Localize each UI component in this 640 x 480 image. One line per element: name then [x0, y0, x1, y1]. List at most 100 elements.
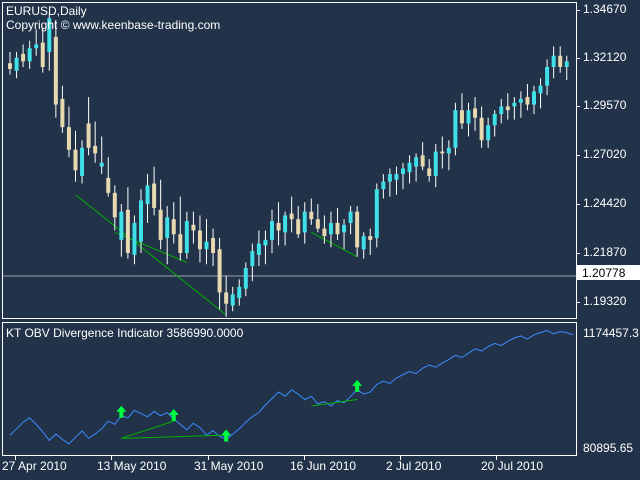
candle-body [381, 181, 386, 190]
buy-arrow-icon [352, 379, 363, 392]
candle-body [197, 230, 202, 250]
candle-body [191, 224, 196, 231]
candle-body [427, 168, 432, 176]
candle-body [440, 151, 445, 154]
symbol-label: EURUSD,Daily [6, 4, 87, 18]
price-panel-frame [2, 2, 577, 319]
price-tick-label: 1.19320 [583, 294, 627, 308]
candle-body [315, 219, 320, 229]
candle-body [361, 236, 366, 250]
date-tick-label: 2 Jul 2010 [386, 459, 442, 473]
price-chart[interactable] [3, 12, 576, 317]
candle-body [47, 18, 52, 52]
candle-body [374, 189, 379, 238]
candle-body [14, 57, 19, 71]
candle-body [27, 48, 32, 62]
candle-body [322, 228, 327, 237]
price-tick-label: 1.24420 [583, 196, 627, 210]
price-divergence-line [75, 194, 227, 316]
obv-line [9, 329, 574, 445]
candle-body [93, 145, 98, 154]
candle-body [60, 98, 65, 128]
candle-body [152, 183, 157, 208]
current-price-value: 1.20778 [582, 266, 626, 280]
price-divergence-line [114, 231, 188, 263]
candle-body [80, 147, 85, 176]
candle-body [34, 44, 39, 49]
candle-body [407, 162, 412, 173]
candle-body [243, 268, 248, 289]
obv-divergence-line [121, 434, 227, 439]
candle-body [211, 237, 216, 253]
candle-body [217, 249, 222, 293]
candle-body [492, 113, 497, 126]
candle-body [132, 222, 137, 255]
price-tick-label: 1.29570 [583, 98, 627, 112]
candle-body [178, 234, 183, 253]
candle-body [342, 224, 347, 233]
candle-body [525, 97, 530, 105]
candle-body [368, 236, 373, 240]
candle-body [394, 174, 399, 180]
candle-body [551, 55, 556, 67]
candle-body [139, 200, 143, 242]
candle-body [145, 185, 150, 205]
candle-body [99, 162, 104, 167]
candle-body [40, 42, 45, 67]
candle-body [237, 286, 242, 299]
candle-body [230, 294, 235, 306]
date-tick-label: 27 Apr 2010 [2, 459, 67, 473]
date-tick-label: 31 May 2010 [194, 459, 264, 473]
candle-body [86, 123, 91, 148]
price-tick-label: 1.34670 [583, 2, 627, 16]
price-tick-label: 1.21870 [583, 245, 627, 259]
obv-indicator-chart[interactable] [9, 329, 574, 445]
candle-body [414, 157, 419, 167]
candle-body [224, 292, 229, 304]
candle-body [335, 222, 340, 235]
price-divergence-line [311, 231, 358, 258]
candle-body [8, 63, 12, 69]
candle-body [328, 222, 333, 235]
candle-body [466, 110, 471, 124]
indicator-title: KT OBV Divergence Indicator 3586990.0000 [6, 326, 244, 340]
candle-body [433, 151, 438, 176]
candle-body [270, 221, 274, 240]
candle-body [473, 108, 478, 118]
candle-body [532, 91, 536, 105]
candle-body [564, 61, 569, 67]
candle-body [545, 67, 550, 86]
candle-body [263, 239, 268, 246]
candle-body [453, 110, 458, 148]
date-tick-label: 20 Jul 2010 [481, 459, 544, 473]
candle-body [106, 177, 111, 193]
price-tick-label: 1.27020 [583, 147, 627, 161]
candle-body [420, 155, 425, 167]
indicator-axis-top: 1174457.3 [583, 326, 639, 340]
indicator-panel-frame [2, 322, 577, 456]
candle-body [512, 102, 517, 107]
indicator-axis-bottom: 80895.65 [583, 441, 634, 455]
candle-body [401, 168, 405, 175]
candle-body [21, 53, 26, 62]
candle-body [518, 98, 523, 103]
buy-arrow-icon [221, 429, 232, 442]
candle-body [283, 215, 288, 233]
candle-body [73, 149, 78, 171]
candle-body [250, 251, 255, 267]
candle-body [66, 127, 71, 150]
price-tick-label: 1.32120 [583, 50, 627, 64]
candle-body [446, 147, 451, 154]
candle-body [387, 174, 392, 182]
candle-body [276, 222, 281, 231]
candle-body [499, 106, 504, 114]
candle-body [309, 211, 314, 220]
candle-body [505, 106, 510, 111]
buy-arrow-icon [116, 405, 127, 418]
date-tick-label: 13 May 2010 [97, 459, 167, 473]
candle-body [289, 213, 294, 220]
candle-body [204, 241, 209, 250]
candle-body [119, 211, 124, 240]
obv-divergence-line [121, 420, 174, 439]
